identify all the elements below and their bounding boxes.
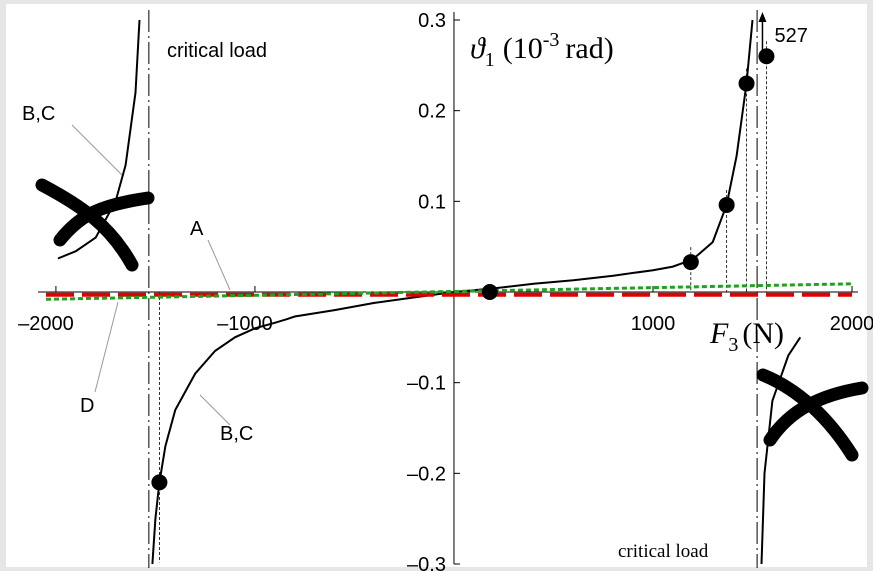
annotation: B,C <box>22 103 55 125</box>
x-tick-label: –1000 <box>217 313 273 335</box>
leader-lines <box>71 124 231 426</box>
x-label-unit: (N) <box>742 317 784 350</box>
x-label-symbol: F <box>709 317 729 350</box>
data-point <box>738 75 755 92</box>
x-label-subscript: 3 <box>728 334 738 356</box>
inset-left <box>35 178 155 272</box>
y-tick-label: 0.1 <box>418 191 446 213</box>
y-tick-label: –0.1 <box>407 373 446 395</box>
series-line <box>57 19 802 565</box>
y-tick-label: –0.3 <box>407 554 446 571</box>
data-point <box>151 474 168 491</box>
y-label-unit: (10 <box>503 32 543 65</box>
arrow-head <box>758 12 767 22</box>
x-axis-label: F3 (N) <box>709 317 784 356</box>
x-tick-label: 1000 <box>631 313 676 335</box>
critical-load-label: critical load <box>618 541 709 562</box>
y-label-unit: rad) <box>565 32 613 65</box>
y-tick-label: 0.3 <box>418 10 446 32</box>
x-tick-label: 2000 <box>830 313 873 335</box>
annotation: A <box>190 218 204 240</box>
annotation: D <box>80 395 94 417</box>
y-label-exponent: -3 <box>543 29 560 51</box>
y-label-subscript: 1 <box>485 49 495 71</box>
data-point <box>758 48 775 65</box>
plot-background <box>6 4 867 567</box>
y-axis-label: ϑ1 (10-3 rad) <box>470 29 614 71</box>
series-line <box>45 282 853 301</box>
y-label-symbol: ϑ <box>470 32 487 65</box>
data-point <box>718 196 735 213</box>
data-point <box>682 254 699 271</box>
annotation: B,C <box>220 423 253 445</box>
inset-right <box>756 368 869 462</box>
y-tick-label: –0.2 <box>407 463 446 485</box>
off-scale-label: 527 <box>774 25 807 47</box>
x-tick-label: –2000 <box>18 313 74 335</box>
critical-load-label: critical load <box>167 40 267 62</box>
y-tick-label: 0.2 <box>418 101 446 123</box>
data-point <box>481 284 498 300</box>
